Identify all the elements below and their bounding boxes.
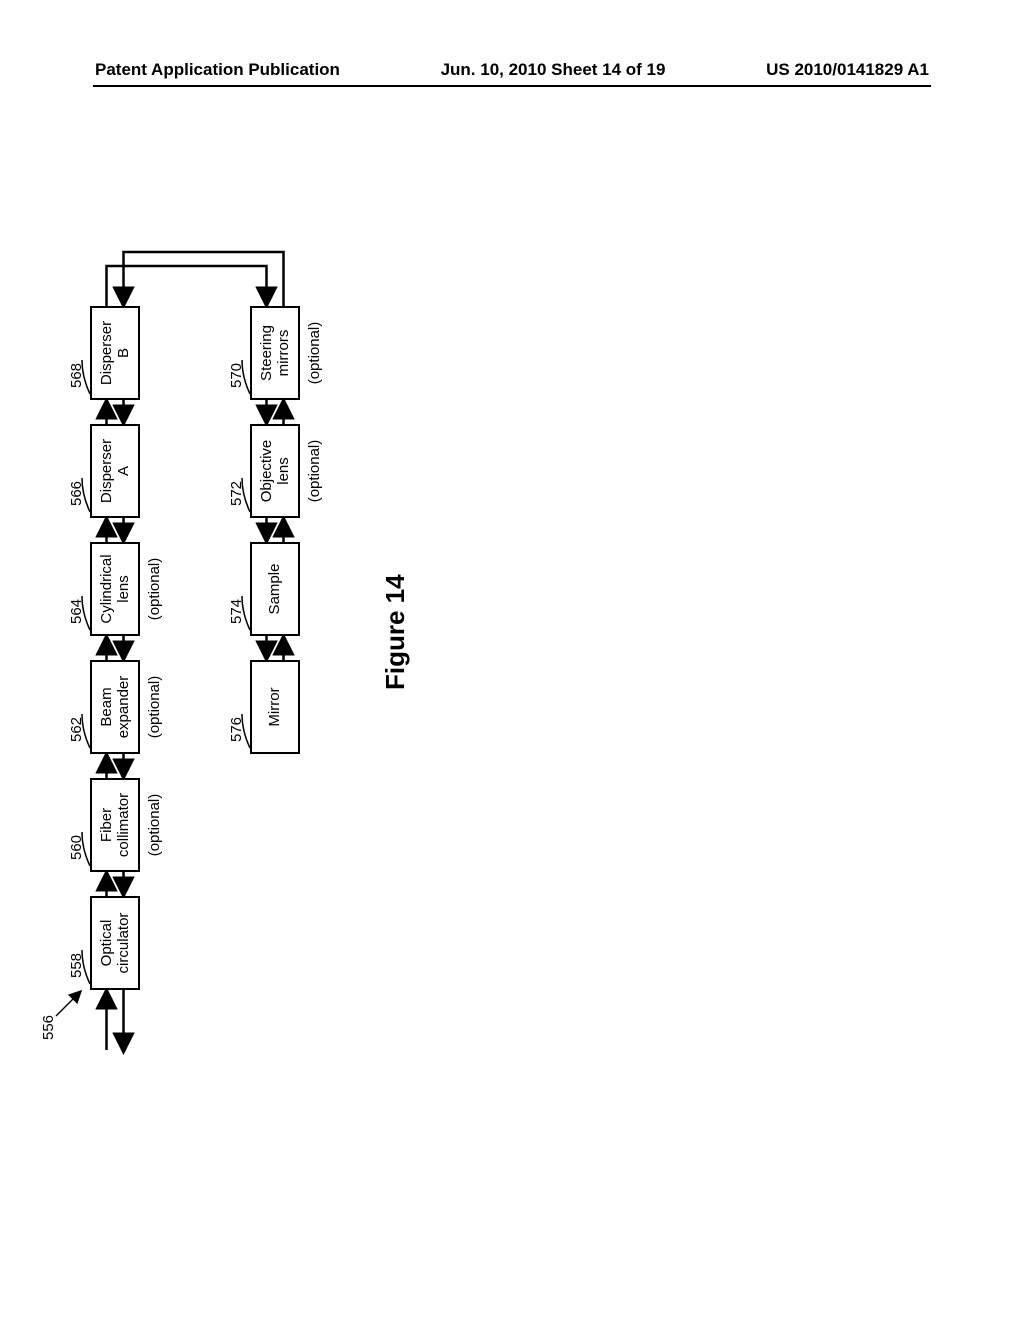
ref-num: 566 <box>68 481 85 506</box>
connectors <box>0 290 960 1010</box>
block-label: Beam <box>98 687 115 726</box>
block-label: Cylindrical <box>98 554 115 623</box>
block-label: A <box>115 466 132 476</box>
block-label: Objective <box>258 440 275 503</box>
block-label: mirrors <box>275 330 292 377</box>
ref-num: 562 <box>68 717 85 742</box>
ref-num: 574 <box>228 599 245 624</box>
block-label: Fiber <box>98 808 115 842</box>
ref-num: 564 <box>68 599 85 624</box>
header-left: Patent Application Publication <box>95 60 340 80</box>
ref-num: 576 <box>228 717 245 742</box>
optional-label: (optional) <box>146 676 163 739</box>
block-label: Optical <box>98 920 115 967</box>
header-right: US 2010/0141829 A1 <box>766 60 929 80</box>
block-steering-mirrors: Steering mirrors <box>250 306 300 400</box>
ref-num: 568 <box>68 363 85 388</box>
block-cylindrical-lens: Cylindrical lens <box>90 542 140 636</box>
optional-label: (optional) <box>306 322 323 385</box>
block-label: Disperser <box>98 439 115 503</box>
figure-title: Figure 14 <box>380 574 411 690</box>
block-label: Disperser <box>98 321 115 385</box>
page-header: Patent Application Publication Jun. 10, … <box>0 60 1024 80</box>
block-label: circulator <box>115 913 132 974</box>
block-label: expander <box>115 676 132 739</box>
block-disperser-a: Disperser A <box>90 424 140 518</box>
block-label: Steering <box>258 325 275 381</box>
block-label: Sample <box>266 564 283 615</box>
optional-label: (optional) <box>146 558 163 621</box>
block-label: Mirror <box>266 687 283 726</box>
ref-num: 560 <box>68 835 85 860</box>
optional-label: (optional) <box>306 440 323 503</box>
optional-label: (optional) <box>146 794 163 857</box>
block-label: collimator <box>115 793 132 857</box>
block-sample: Sample <box>250 542 300 636</box>
header-rule <box>93 85 931 87</box>
block-fiber-collimator: Fiber collimator <box>90 778 140 872</box>
header-center: Jun. 10, 2010 Sheet 14 of 19 <box>441 60 666 80</box>
block-mirror: Mirror <box>250 660 300 754</box>
block-objective-lens: Objective lens <box>250 424 300 518</box>
block-label: lens <box>115 575 132 603</box>
ref-num: 570 <box>228 363 245 388</box>
assembly-ref: 556 <box>40 1015 57 1040</box>
block-optical-circulator: Optical circulator <box>90 896 140 990</box>
block-disperser-b: Disperser B <box>90 306 140 400</box>
diagram: Optical circulator 558 Fiber collimator … <box>0 290 960 1010</box>
block-beam-expander: Beam expander <box>90 660 140 754</box>
ref-num: 558 <box>68 953 85 978</box>
block-label: lens <box>275 457 292 485</box>
ref-num: 572 <box>228 481 245 506</box>
block-label: B <box>115 348 132 358</box>
